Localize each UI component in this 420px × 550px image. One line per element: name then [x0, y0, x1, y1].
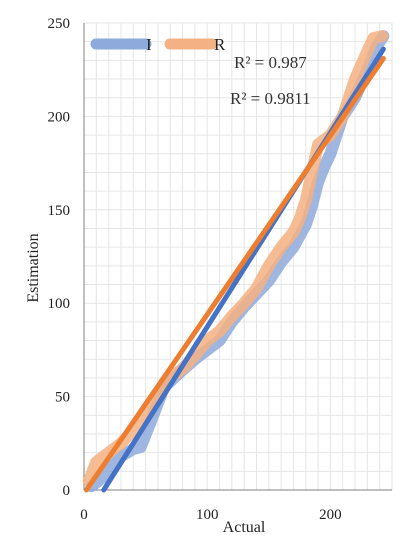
gridlines [83, 22, 393, 491]
x-tick-label: 0 [80, 507, 88, 523]
legend-label-i: I [146, 35, 152, 54]
legend-label-r: R [214, 35, 226, 54]
y-axis-title: Estimation [25, 233, 42, 302]
y-tick-label: 150 [48, 203, 71, 219]
y-tick-label: 250 [48, 16, 71, 32]
y-tick-label: 50 [55, 390, 70, 406]
y-tick-label: 200 [48, 109, 71, 125]
trendline-r [83, 55, 386, 493]
x-tick-label: 200 [319, 507, 342, 523]
legend: I R [90, 35, 226, 54]
x-tick-label: 100 [196, 507, 219, 523]
r2-annotation-r: R² = 0.9811 [230, 89, 311, 108]
r2-annotation-i: R² = 0.987 [234, 53, 307, 72]
trendline-layer [83, 46, 386, 493]
y-tick-label: 0 [63, 483, 71, 499]
tick-labels: 0 50 100 150 200 250 0 100 200 [48, 16, 342, 523]
x-axis-title: Actual [223, 519, 266, 536]
y-tick-label: 100 [48, 296, 71, 312]
